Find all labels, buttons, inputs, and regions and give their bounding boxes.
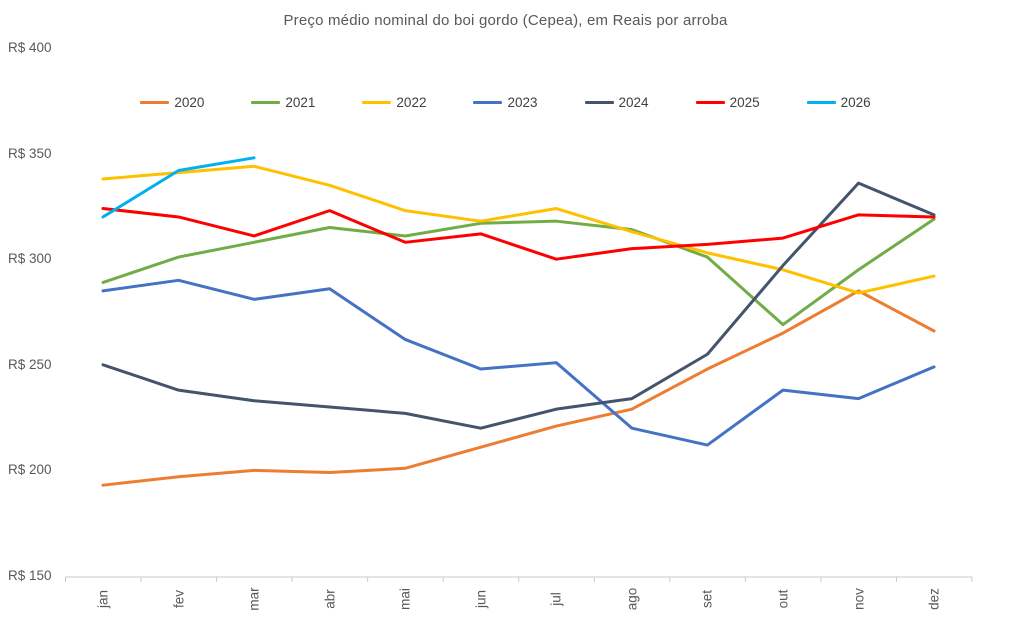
series-line-2022	[101, 164, 936, 295]
y-axis-tick-label: R$ 350	[8, 145, 52, 161]
x-axis-month-label: jan	[95, 589, 111, 609]
series-line-2021	[101, 217, 936, 327]
legend-label-2026: 2026	[840, 95, 871, 110]
y-axis-tick-label: R$ 150	[8, 568, 52, 583]
legend-swatch-2026	[806, 100, 836, 105]
legend-label-2022: 2022	[396, 95, 427, 110]
legend-swatch-2021	[251, 100, 281, 105]
legend-item-2026: 2026	[806, 95, 871, 110]
x-axis-month-label: abr	[322, 589, 338, 609]
x-axis-month-label: jul	[548, 592, 564, 606]
legend-item-2024: 2024	[584, 95, 649, 110]
y-axis-tick-label: R$ 300	[8, 251, 52, 267]
legend-label-2025: 2025	[729, 95, 760, 110]
x-axis-month-label: mar	[246, 587, 262, 611]
series-line-2024	[101, 181, 936, 430]
legend-item-2021: 2021	[251, 95, 315, 110]
legend-swatch-2023	[473, 100, 503, 105]
series-line-2023	[101, 278, 936, 447]
x-axis-month-label: nov	[851, 588, 866, 610]
chart-legend: 2020 2021 2022 2023 2024 2025 2026	[0, 95, 1011, 110]
x-axis-month-label: dez	[926, 588, 942, 610]
legend-item-2023: 2023	[473, 95, 538, 110]
legend-swatch-2024	[584, 100, 614, 105]
legend-swatch-2025	[695, 100, 725, 105]
legend-label-2020: 2020	[174, 95, 205, 110]
chart-title: Preço médio nominal do boi gordo (Cepea)…	[283, 12, 728, 29]
legend-swatch-2020	[140, 100, 170, 105]
x-axis-month-label: mai	[397, 588, 413, 610]
series-line-2026	[101, 156, 256, 219]
x-axis-month-label: fev	[171, 589, 187, 609]
series-line-2025	[101, 207, 936, 261]
x-axis-month-label: jun	[473, 589, 489, 609]
y-axis-tick-label: R$ 400	[8, 40, 52, 55]
legend-item-2022: 2022	[362, 95, 426, 110]
x-axis-month-label: set	[699, 589, 715, 609]
x-axis-month-label: ago	[624, 587, 640, 611]
series-line-2020	[101, 289, 936, 487]
legend-label-2021: 2021	[285, 95, 316, 110]
y-axis-tick-label: R$ 250	[8, 356, 52, 372]
x-axis-month-label: out	[775, 589, 791, 609]
legend-swatch-2022	[362, 100, 392, 105]
legend-label-2024: 2024	[618, 95, 649, 110]
legend-item-2020: 2020	[140, 95, 204, 110]
legend-item-2025: 2025	[695, 95, 760, 110]
y-axis-tick-label: R$ 200	[8, 462, 52, 478]
legend-label-2023: 2023	[507, 95, 538, 110]
